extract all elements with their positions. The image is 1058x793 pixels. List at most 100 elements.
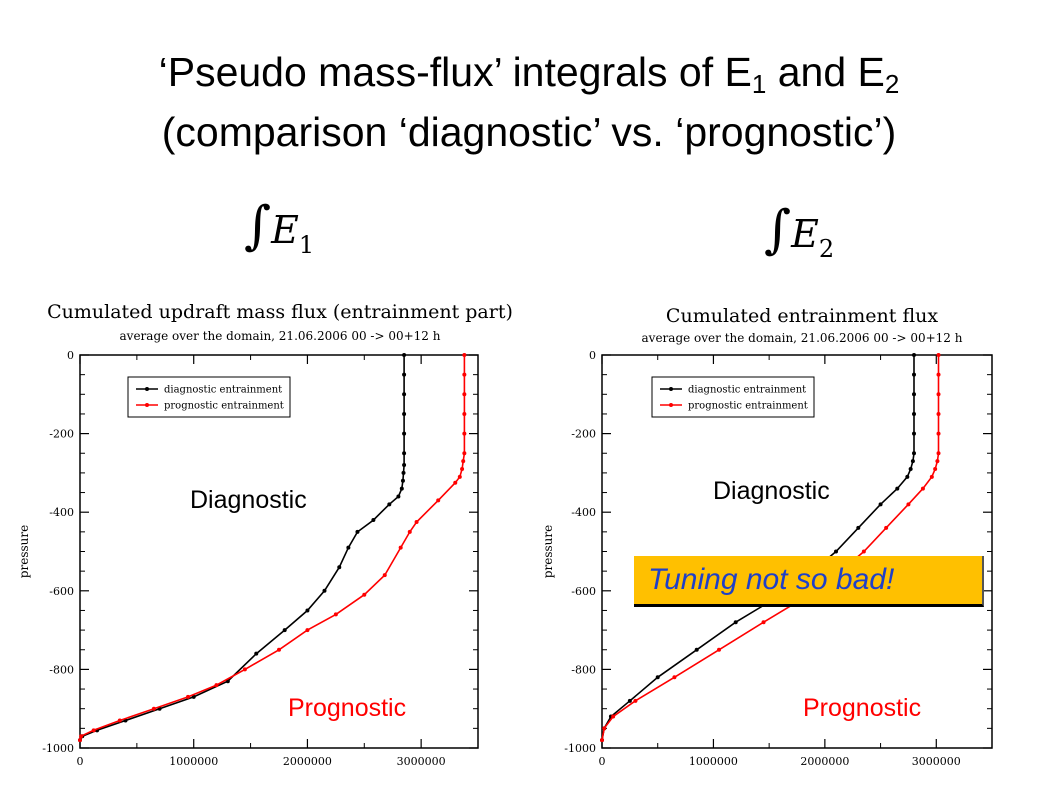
title-text-part: ‘Pseudo mass-flux’ integrals of E [158, 49, 752, 95]
chart2-series-diagnostic-point [910, 459, 915, 464]
integral-symbol: ∫ [244, 196, 272, 256]
chart1-series-diagnostic-point [402, 463, 407, 468]
chart1-y-axis-label: pressure [17, 525, 31, 578]
chart1-series-prognostic-point [382, 573, 387, 578]
chart2-series-prognostic-point [600, 738, 604, 743]
chart1-series-prognostic-point [362, 592, 367, 597]
chart1-series-prognostic-point [242, 667, 247, 672]
integral-formula-e2: ∫E2 [764, 200, 834, 263]
chart1-y-tick-label: -600 [49, 585, 74, 598]
chart1-y-tick-label: -1000 [42, 742, 74, 755]
chart1-x-tick-label: 0 [77, 755, 84, 768]
chart2-series-prognostic-point [929, 474, 934, 479]
chart1-series-prognostic-point [457, 474, 462, 479]
chart2-series-prognostic-point [906, 502, 911, 507]
integral-formula-e1: ∫E1 [244, 196, 314, 259]
chart2-series-prognostic-point [633, 698, 638, 703]
chart2-series-prognostic-point [761, 620, 766, 625]
chart2-legend-label: prognostic entrainment [688, 401, 808, 412]
tuning-callout: Tuning not so bad! [634, 556, 984, 607]
chart2-x-tick-label: 3000000 [912, 755, 961, 768]
chart2-series-prognostic-line [601, 355, 940, 741]
callout-text: Tuning not so bad! [648, 563, 895, 596]
chart1-title: Cumulated updraft mass flux (entrainment… [47, 301, 513, 323]
chart2-y-tick-label: -600 [571, 585, 596, 598]
chart1-series-prognostic-point [462, 372, 467, 377]
title-subscript-2: 2 [884, 69, 900, 99]
chart2-series-prognostic-point [933, 466, 938, 471]
chart1-series-diagnostic-point [254, 651, 259, 656]
formula-variable: E [271, 208, 299, 252]
chart1-series-prognostic-point [305, 628, 310, 633]
chart1-series-diagnostic-point [399, 486, 404, 491]
chart2-series-diagnostic-point [912, 451, 916, 456]
slide-title-line-1: ‘Pseudo mass-flux’ integrals of E1 and E… [0, 49, 1058, 99]
chart1-series-diagnostic-point [371, 518, 376, 523]
chart1-y-tick-label: -200 [49, 428, 74, 441]
chart2-series-diagnostic-line [601, 355, 915, 741]
integral-symbol: ∫ [764, 200, 792, 260]
chart1-y-tick-label: 0 [67, 349, 74, 362]
chart2-series-diagnostic-point [655, 675, 660, 680]
formula-subscript: 2 [818, 235, 835, 263]
chart2-series-prognostic-point [935, 459, 940, 464]
chart1-y-tick-label: -800 [49, 663, 74, 676]
chart1-series-prognostic-point [407, 529, 412, 534]
chart1-series-diagnostic-point [401, 470, 406, 475]
chart1-prognostic-label: Prognostic [288, 694, 407, 722]
chart2-series-diagnostic-point [912, 411, 916, 416]
chart2-series-prognostic-point [936, 353, 941, 357]
chart1-series-prognostic-point [460, 466, 465, 471]
chart1-series-prognostic-point [333, 612, 338, 617]
chart1-series-diagnostic-point [282, 628, 287, 633]
chart2-y-tick-label: -200 [571, 428, 596, 441]
chart1-diagnostic-label: Diagnostic [190, 486, 307, 514]
chart2-series-prognostic-point [611, 714, 616, 719]
chart1-series-diagnostic-point [337, 565, 342, 570]
chart1-series-prognostic-point [453, 480, 458, 485]
chart1-series-diagnostic-point [191, 694, 196, 699]
formula-variable: E [791, 212, 819, 256]
chart2-series-diagnostic-point [905, 474, 910, 479]
chart2-y-tick-label: 0 [589, 349, 596, 362]
chart1-series-diagnostic-point [400, 478, 405, 483]
chart1-series-prognostic-point [436, 498, 441, 503]
chart2-title: Cumulated entrainment flux [666, 305, 938, 327]
title-text-mid: and E [766, 49, 885, 95]
chart2-series-prognostic-point [936, 392, 941, 397]
chart2-series-prognostic-point [936, 411, 941, 416]
chart2-legend-swatch-marker [669, 387, 673, 391]
chart1-series-prognostic-point [462, 411, 467, 416]
chart1-series-prognostic-point [414, 520, 419, 525]
chart1-subtitle: average over the domain, 21.06.2006 00 -… [120, 329, 441, 343]
chart1-series-diagnostic-point [396, 494, 401, 499]
chart1-legend-label: diagnostic entrainment [164, 385, 282, 396]
chart1-series-diagnostic-point [387, 502, 392, 507]
chart1-series-diagnostic-point [402, 411, 407, 416]
chart2-series-diagnostic-point [912, 372, 916, 377]
chart2-y-tick-label: -800 [571, 663, 596, 676]
chart1-legend-box [127, 376, 291, 418]
chart1-series-prognostic-point [462, 353, 467, 357]
chart1-series-prognostic-point [214, 683, 219, 688]
chart2-x-tick-label: 0 [599, 755, 606, 768]
chart1-series-prognostic-point [78, 738, 82, 743]
chart2-series-prognostic-point [936, 431, 941, 436]
chart2-legend-box [651, 376, 815, 418]
chart1-legend-label: prognostic entrainment [164, 401, 284, 412]
chart2-series-diagnostic-point [878, 502, 883, 507]
chart2-series-prognostic-point [602, 726, 607, 731]
chart2-y-tick-label: -1000 [564, 742, 596, 755]
title-subscript-1: 1 [751, 69, 767, 99]
chart2-series-prognostic-point [936, 372, 941, 377]
chart1-series-diagnostic-point [305, 608, 310, 613]
chart2-series-diagnostic-point [912, 353, 916, 357]
chart2-series-diagnostic-point [733, 620, 738, 625]
chart1-series-prognostic-point [91, 728, 96, 733]
chart2-y-tick-label: -400 [571, 506, 596, 519]
chart2-series-prognostic-point [884, 525, 889, 530]
chart2-series-diagnostic-point [895, 486, 900, 491]
chart2-series-diagnostic-point [856, 525, 861, 530]
chart2-diagnostic-label: Diagnostic [713, 477, 830, 505]
